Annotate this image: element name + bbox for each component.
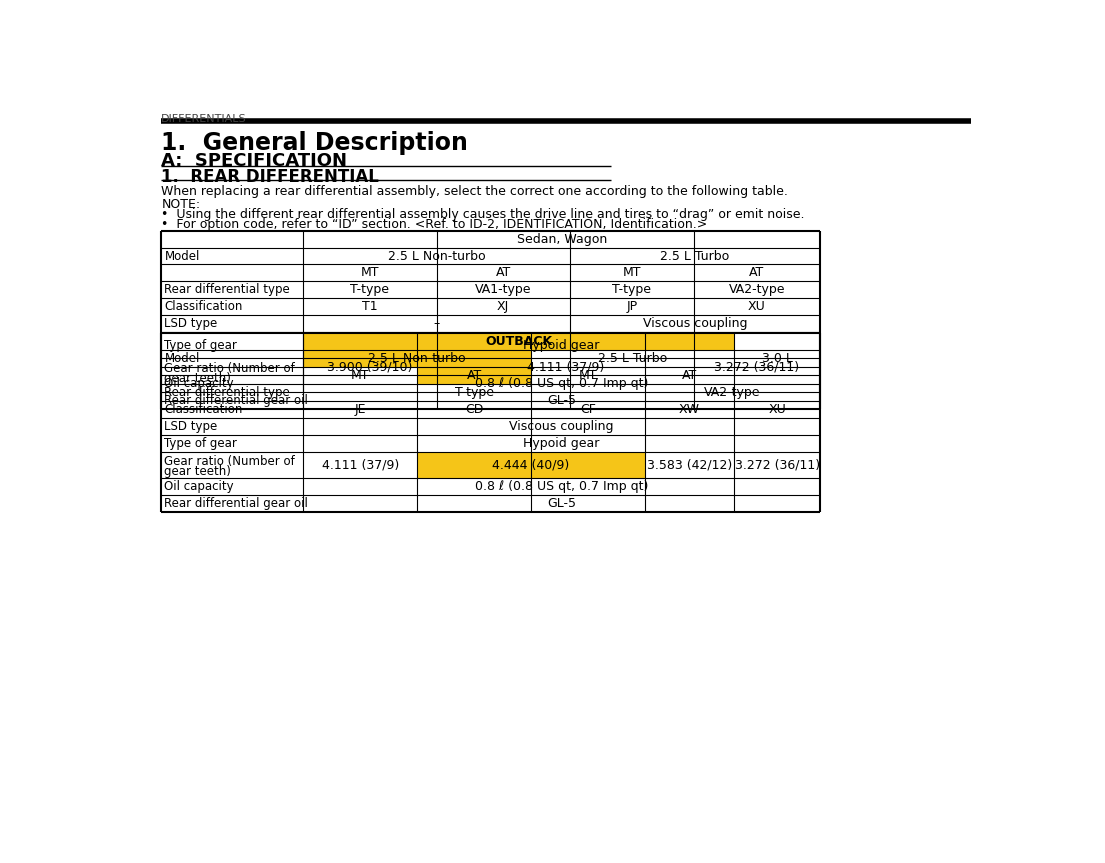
Text: MT: MT [579,369,598,381]
Text: AT: AT [495,267,511,280]
Text: VA2-type: VA2-type [704,386,761,399]
Text: –: – [433,318,440,331]
Text: GL-5: GL-5 [547,497,576,510]
Text: CD: CD [465,403,483,416]
Text: T-type: T-type [454,386,494,399]
Text: Hypoid gear: Hypoid gear [524,339,600,352]
Text: MT: MT [360,267,379,280]
Text: 3.272 (36/11): 3.272 (36/11) [735,458,820,471]
Text: Type of gear: Type of gear [165,339,238,352]
Text: JP: JP [627,300,638,313]
Bar [303,350,532,367]
Text: LSD type: LSD type [165,419,218,432]
Text: Gear ratio (Number of: Gear ratio (Number of [165,362,295,375]
Text: Rear differential gear oil: Rear differential gear oil [165,394,308,407]
Text: MT: MT [351,369,369,381]
Text: Sedan, Wagon: Sedan, Wagon [516,233,607,246]
Text: XW: XW [680,403,701,416]
Text: 4.111 (37/9): 4.111 (37/9) [526,361,603,374]
Text: 2.5 L Non-turbo: 2.5 L Non-turbo [368,352,466,365]
Text: Type of gear: Type of gear [165,437,238,450]
Text: JE: JE [355,403,366,416]
Text: Rear differential type: Rear differential type [165,386,291,399]
Text: XU: XU [748,300,766,313]
Text: MT: MT [622,267,641,280]
Text: 3.272 (36/11): 3.272 (36/11) [715,361,800,374]
Text: Gear ratio (Number of: Gear ratio (Number of [165,455,295,468]
Text: Classification: Classification [165,300,243,313]
Text: 4.444 (40/9): 4.444 (40/9) [493,458,570,471]
Text: Model: Model [165,352,200,365]
Text: CF: CF [580,403,596,416]
Text: 3.0 L: 3.0 L [761,352,792,365]
Text: 2.5 L Non-turbo: 2.5 L Non-turbo [388,249,485,262]
Text: XU: XU [768,403,786,416]
Text: AT: AT [749,267,765,280]
Text: Classification: Classification [165,403,243,416]
Bar [417,451,645,478]
Text: DIFFERENTIALS: DIFFERENTIALS [161,114,248,123]
Text: T1: T1 [362,300,378,313]
Text: AT: AT [466,369,482,381]
Text: Viscous coupling: Viscous coupling [509,419,614,432]
Bar [417,367,532,384]
Text: 0.8 ℓ (0.8 US qt, 0.7 Imp qt): 0.8 ℓ (0.8 US qt, 0.7 Imp qt) [475,480,649,493]
Text: 2.5 L Turbo: 2.5 L Turbo [598,352,667,365]
Text: NOTE:: NOTE: [161,198,200,211]
Text: XJ: XJ [497,300,509,313]
Text: LSD type: LSD type [165,318,218,331]
Bar [303,333,734,350]
Text: T-type: T-type [612,283,651,296]
Text: 3.583 (42/12): 3.583 (42/12) [646,458,733,471]
Text: 2.5 L Turbo: 2.5 L Turbo [661,249,729,262]
Text: Viscous coupling: Viscous coupling [643,318,747,331]
Text: 1.  General Description: 1. General Description [161,130,469,154]
Text: 1.  REAR DIFFERENTIAL: 1. REAR DIFFERENTIAL [161,168,379,186]
Text: Oil capacity: Oil capacity [165,480,234,493]
Text: When replacing a rear differential assembly, select the correct one according to: When replacing a rear differential assem… [161,186,788,198]
Text: GL-5: GL-5 [547,394,576,407]
Text: Hypoid gear: Hypoid gear [524,437,600,450]
Text: •  For option code, refer to “ID” section. <Ref. to ID-2, IDENTIFICATION, Identi: • For option code, refer to “ID” section… [161,218,707,231]
Text: A:  SPECIFICATION: A: SPECIFICATION [161,152,347,170]
Text: Rear differential gear oil: Rear differential gear oil [165,497,308,510]
Text: AT: AT [682,369,697,381]
Text: T-type: T-type [350,283,389,296]
Text: Oil capacity: Oil capacity [165,377,234,390]
Text: 0.8 ℓ (0.8 US qt, 0.7 Imp qt): 0.8 ℓ (0.8 US qt, 0.7 Imp qt) [475,377,649,390]
Text: •  Using the different rear differential assembly causes the drive line and tire: • Using the different rear differential … [161,208,804,221]
Text: VA1-type: VA1-type [475,283,532,296]
Text: gear teeth): gear teeth) [165,371,231,385]
Text: OUTBACK: OUTBACK [485,335,552,348]
Text: VA2-type: VA2-type [728,283,786,296]
Text: gear teeth): gear teeth) [165,464,231,478]
Text: Rear differential type: Rear differential type [165,283,291,296]
Text: 3.900 (39/10): 3.900 (39/10) [327,361,412,374]
Text: Model: Model [165,249,200,262]
Text: 4.111 (37/9): 4.111 (37/9) [322,458,399,471]
